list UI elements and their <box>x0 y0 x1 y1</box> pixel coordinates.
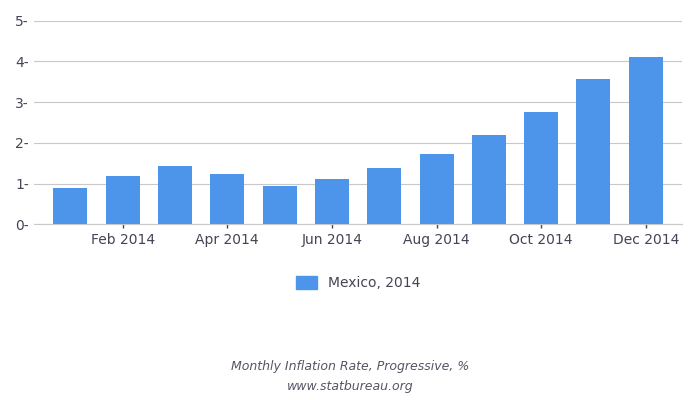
Text: Monthly Inflation Rate, Progressive, %: Monthly Inflation Rate, Progressive, % <box>231 360 469 373</box>
Legend: Mexico, 2014: Mexico, 2014 <box>296 276 420 290</box>
Bar <box>262 186 297 224</box>
Bar <box>368 168 401 224</box>
Bar <box>158 166 192 224</box>
Bar <box>315 179 349 224</box>
Bar <box>53 188 88 224</box>
Bar <box>419 154 454 224</box>
Bar <box>472 135 506 224</box>
Text: www.statbureau.org: www.statbureau.org <box>287 380 413 393</box>
Bar <box>106 176 139 224</box>
Bar <box>629 57 663 224</box>
Bar <box>524 112 558 224</box>
Bar <box>210 174 244 224</box>
Bar <box>577 79 610 224</box>
